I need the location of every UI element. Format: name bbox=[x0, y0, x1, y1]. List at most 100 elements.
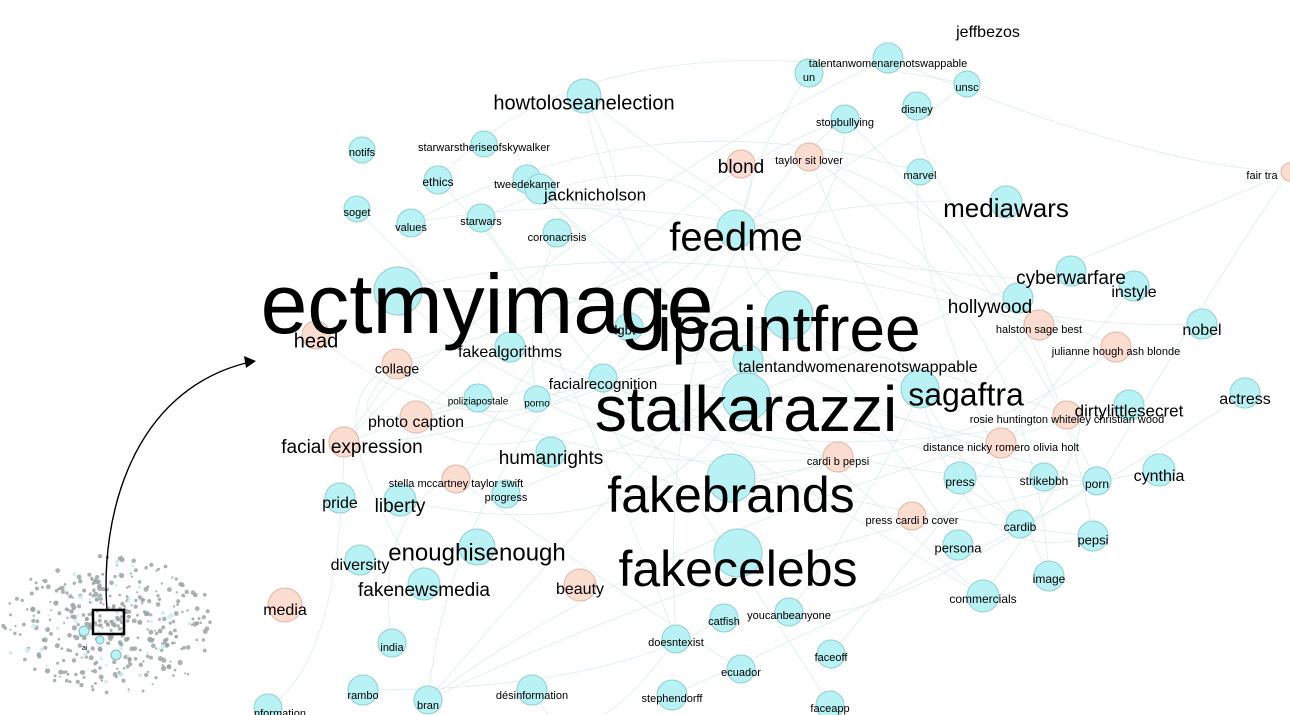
hashtag-node bbox=[423, 165, 453, 195]
overview-node bbox=[118, 593, 122, 597]
hashtag-node bbox=[794, 58, 824, 88]
overview-node bbox=[173, 641, 176, 644]
overview-node bbox=[92, 669, 98, 674]
overview-node bbox=[205, 609, 210, 614]
overview-node bbox=[53, 674, 57, 678]
overview-node bbox=[106, 622, 110, 626]
overview-node bbox=[88, 601, 92, 604]
hashtag-node bbox=[494, 331, 526, 363]
overview-node bbox=[127, 596, 131, 601]
node-label: soget bbox=[344, 207, 371, 219]
overview-node bbox=[78, 595, 83, 600]
hashtag-node bbox=[491, 479, 521, 509]
overview-node bbox=[72, 634, 76, 639]
node-label: ectmyimage bbox=[261, 257, 714, 351]
graph-edge bbox=[916, 171, 1050, 577]
hashtag-node bbox=[1033, 560, 1065, 592]
node-label: progress bbox=[485, 492, 528, 504]
overview-node bbox=[20, 598, 24, 603]
overview-node bbox=[103, 679, 108, 684]
graph-edge bbox=[808, 156, 1050, 577]
overview-node bbox=[149, 655, 153, 660]
overview-node bbox=[168, 621, 172, 625]
overview-node bbox=[134, 598, 138, 603]
node-label: fakenewsmedia bbox=[358, 580, 490, 601]
graph-edge bbox=[984, 324, 1040, 381]
hashtag-node bbox=[1082, 466, 1112, 496]
overview-node bbox=[40, 585, 44, 589]
overview-node bbox=[97, 618, 102, 623]
hashtag-node bbox=[774, 597, 804, 627]
node-label: jacknicholson bbox=[543, 185, 646, 204]
overview-node bbox=[81, 613, 86, 617]
node-label: sagaftra bbox=[908, 376, 1024, 412]
graph-edge bbox=[267, 441, 345, 709]
overview-node bbox=[120, 615, 124, 619]
overview-node bbox=[154, 647, 157, 650]
overview-node bbox=[128, 691, 131, 694]
overview-node bbox=[80, 670, 86, 675]
graph-edge bbox=[745, 396, 1098, 482]
node-label: dirtylittlesecret bbox=[1075, 401, 1184, 420]
overview-node bbox=[129, 646, 134, 652]
overview-node bbox=[183, 595, 186, 598]
overview-node bbox=[45, 627, 51, 633]
node-label: persona bbox=[935, 540, 983, 555]
overview-node bbox=[195, 638, 199, 642]
overview-node bbox=[42, 637, 48, 643]
overview-node bbox=[22, 622, 26, 627]
node-label: ethics bbox=[422, 175, 453, 189]
overview-node bbox=[123, 604, 126, 608]
graph-edge bbox=[415, 359, 749, 445]
graph-edge bbox=[602, 377, 839, 488]
overview-node bbox=[74, 672, 78, 677]
graph-edge bbox=[343, 57, 889, 443]
hashtag-node bbox=[463, 383, 493, 413]
overview-node bbox=[146, 654, 150, 658]
overview-node bbox=[119, 573, 125, 579]
graph-edge bbox=[388, 451, 552, 644]
keyword-node bbox=[1023, 309, 1055, 341]
overview-node bbox=[91, 688, 95, 692]
node-label: fakealgorithms bbox=[458, 344, 562, 361]
graph-edge bbox=[410, 140, 921, 224]
node-label: press bbox=[945, 475, 974, 489]
overview-node bbox=[94, 682, 97, 685]
overview-node bbox=[127, 615, 131, 619]
overview-node bbox=[167, 587, 172, 592]
overview-node bbox=[70, 603, 73, 607]
overview-node bbox=[194, 606, 200, 611]
overview-node bbox=[119, 620, 123, 624]
node-label: bran bbox=[417, 700, 439, 712]
node-label: cyberwarfare bbox=[1016, 268, 1126, 289]
overview-node bbox=[97, 554, 103, 559]
overview-node bbox=[128, 661, 131, 664]
graph-edge bbox=[396, 363, 839, 463]
hashtag-node bbox=[656, 679, 688, 711]
overview-node bbox=[156, 594, 160, 598]
hashtag-node bbox=[1029, 462, 1059, 492]
graph-edge bbox=[397, 261, 1040, 326]
overview-node bbox=[101, 572, 105, 576]
graph-edge bbox=[536, 398, 1094, 537]
overview-node bbox=[126, 619, 130, 623]
overview-node bbox=[127, 657, 132, 662]
node-label: photo caption bbox=[368, 414, 464, 431]
overview-node bbox=[155, 590, 158, 593]
node-label: porn bbox=[1085, 477, 1109, 491]
graph-edge bbox=[366, 363, 479, 417]
hashtag-node bbox=[661, 624, 691, 654]
graph-edge bbox=[788, 480, 1098, 615]
hashtag-node bbox=[516, 674, 548, 706]
overview-node bbox=[86, 650, 90, 654]
overview-node bbox=[165, 643, 170, 648]
overview-node bbox=[171, 576, 174, 579]
overview-node bbox=[103, 619, 108, 624]
overview-node bbox=[93, 621, 97, 625]
hashtag-node bbox=[713, 528, 763, 578]
overview-node bbox=[125, 664, 130, 669]
overview-node bbox=[142, 610, 147, 614]
node-label: facial expression bbox=[281, 437, 423, 458]
overview-node bbox=[109, 620, 113, 624]
overview-node bbox=[55, 626, 60, 631]
